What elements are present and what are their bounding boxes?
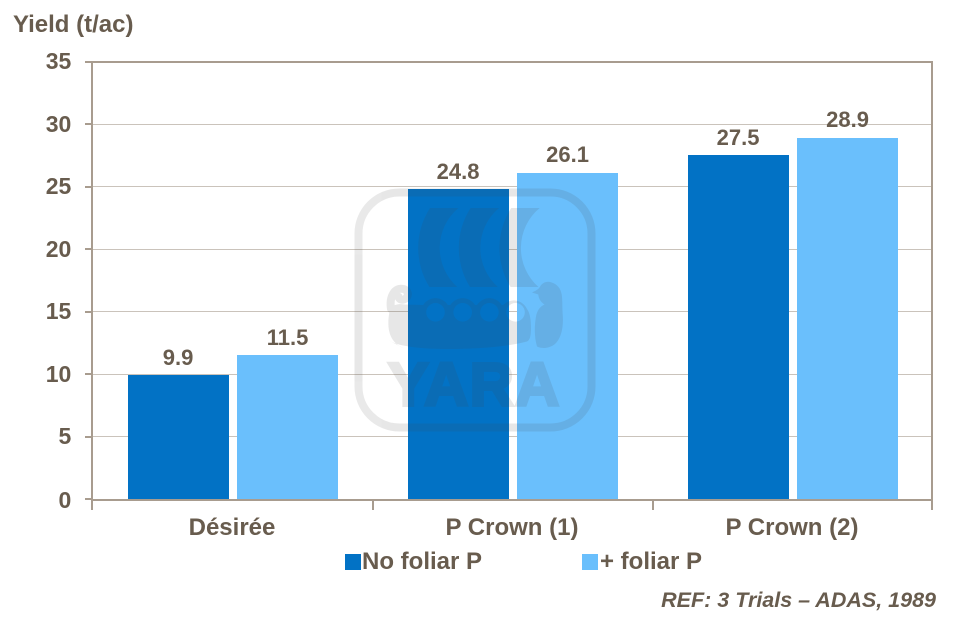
svg-text:YARA: YARA [388, 351, 561, 420]
